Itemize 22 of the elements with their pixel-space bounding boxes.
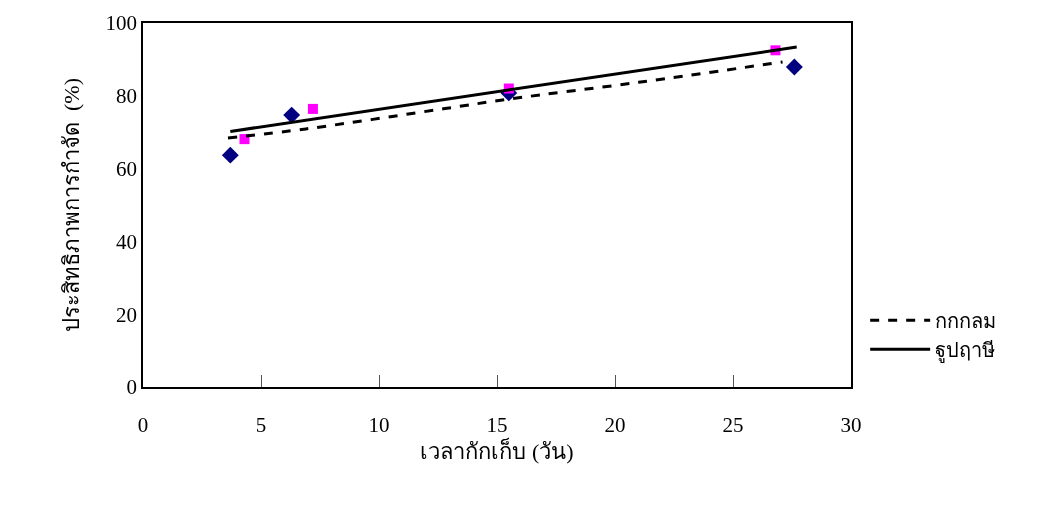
point: [283, 106, 301, 124]
point: [239, 134, 250, 145]
point: [221, 146, 239, 164]
x-tick-label: 10: [368, 412, 390, 437]
x-tick-label: 30: [840, 412, 862, 437]
line-series: [226, 60, 785, 140]
y-tick-label: 40: [116, 229, 138, 254]
x-tick-label: 25: [722, 412, 744, 437]
legend-label: ฐูปฤาษี: [935, 339, 996, 364]
legend-label: กกกลม: [935, 310, 997, 333]
y-axis-title: ประสิทธิภาพการกำจัด (%): [58, 78, 84, 332]
point: [307, 103, 318, 114]
y-tick-label: 100: [105, 11, 138, 36]
x-axis-title: เวลากักเก็บ (วัน): [420, 437, 574, 465]
y-tick-label: 80: [116, 84, 138, 109]
point: [785, 58, 803, 76]
y-tick-label: 20: [116, 302, 138, 327]
x-tick-label: 15: [486, 412, 508, 437]
y-tick-label: 60: [116, 156, 138, 181]
x-tick-label: 5: [255, 412, 267, 437]
x-tick-label: 20: [604, 412, 626, 437]
y-tick-label: 0: [126, 375, 138, 400]
